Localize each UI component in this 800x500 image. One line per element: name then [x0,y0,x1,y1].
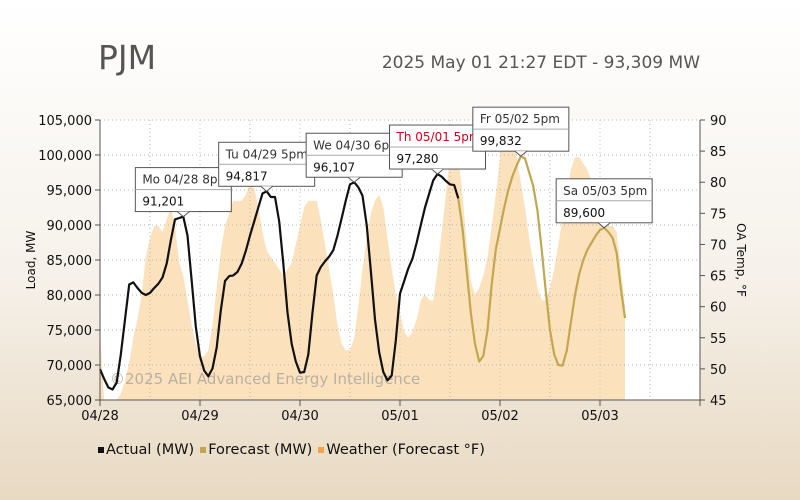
y2-tick-label: 45 [710,394,727,409]
y2-tick-label: 60 [710,301,727,316]
callout-value: 99,832 [480,134,522,148]
x-tick-label: 05/03 [581,409,618,424]
callout-label: Th 05/01 5pm [396,130,481,144]
legend: Actual (MW) Forecast (MW) Weather (Forecas… [98,442,485,458]
callout-label: We 04/30 6pm [313,138,401,152]
x-tick-label: 05/01 [381,409,418,424]
weather-area-layer [100,126,625,400]
peak-callout: Fr 05/02 5pm 99,832 [472,106,570,157]
watermark-text: ©2025 AEI Advanced Energy Intelligence [110,370,420,388]
callout-value: 91,201 [142,195,184,209]
x-tick-label: 04/28 [81,409,118,424]
callout-value: 89,600 [563,206,605,220]
y-tick-label: 90,000 [47,219,93,234]
callout-pointer [514,150,528,157]
y-tick-label: 75,000 [47,324,93,339]
callout-pointer [260,185,273,192]
y2-tick-label: 50 [710,363,727,378]
peak-callout: Mo 04/28 8pm 91,201 [134,167,232,218]
callout-pointer [177,211,190,218]
legend-swatch [318,447,325,453]
y-tick-label: 100,000 [38,149,92,164]
legend-item: Forecast (MW) [200,442,312,458]
legend-swatch [98,447,104,453]
peak-callout: Tu 04/29 5pm 94,817 [218,141,316,192]
series-lines [98,155,627,391]
legend-item: Actual (MW) [98,442,194,458]
callout-label: Sa 05/03 5pm [563,184,647,198]
peak-callout: Sa 05/03 5pm 89,600 [555,178,653,229]
y2-tick-label: 80 [710,176,727,191]
callout-value: 97,280 [397,152,439,166]
legend-label: Forecast (MW) [208,442,313,458]
legend-swatch [200,447,207,453]
x-tick-label: 05/02 [481,409,518,424]
y-tick-label: 70,000 [47,359,93,374]
y2-axis-title: OA Temp, °F [734,223,748,297]
y2-tick-label: 55 [710,332,727,347]
y-axis-title: Load, MW [24,231,38,290]
legend-label: Weather (Forecast °F) [326,442,485,458]
legend-item: Weather (Forecast °F) [318,442,485,458]
y2-tick-label: 75 [710,207,727,222]
watermark: ©2025 AEI Advanced Energy Intelligence [110,370,420,388]
page-title: PJM [98,38,157,77]
callout-pointer [347,176,361,183]
x-tick-label: 04/29 [181,409,218,424]
peak-callout: Th 05/01 5pm 97,280 [389,124,486,175]
legend-label: Actual (MW) [106,442,195,458]
callout-label: Mo 04/28 8pm [142,173,229,187]
peak-callout: We 04/30 6pm 96,107 [305,132,403,183]
callout-value: 96,107 [313,160,355,174]
current-load-status: 2025 May 01 21:27 EDT - 93,309 MW [381,53,700,73]
y2-tick-label: 85 [710,145,727,160]
actual-load-line [98,172,460,391]
y-tick-label: 80,000 [47,289,93,304]
y-tick-label: 95,000 [47,184,93,199]
forecast-load-line [457,155,627,367]
y2-tick-label: 90 [710,114,727,129]
callout-pointer [431,168,444,175]
grid-layer [100,119,700,401]
callout-label: Tu 04/29 5pm [225,147,308,161]
axes: 65,000 70,000 75,000 80,000 85,000 90,000 95,0… [24,114,748,424]
y-tick-label: 85,000 [47,254,93,269]
weather-forecast-area [100,126,625,400]
x-tick-label: 04/30 [281,409,318,424]
y2-tick-label: 70 [710,238,727,253]
y2-tick-label: 65 [710,270,727,285]
y-tick-label: 105,000 [38,114,92,129]
peak-annotations: Mo 04/28 8pm 91,201 Tu 04/29 5pm 94,817 We 0… [134,106,653,229]
y-tick-label: 65,000 [47,394,93,409]
callout-pointer [597,222,611,229]
callout-label: Fr 05/02 5pm [480,112,560,126]
callout-value: 94,817 [226,169,268,183]
